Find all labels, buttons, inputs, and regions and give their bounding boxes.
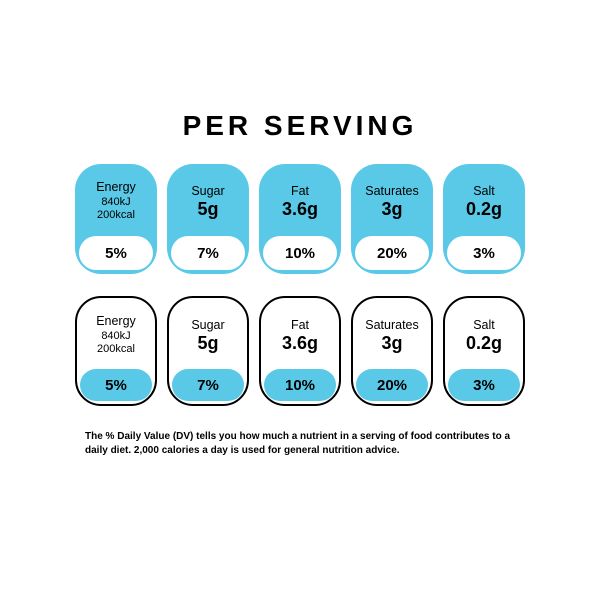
pill-percent: 10%: [263, 236, 337, 270]
pill-top: Saturates 3g: [353, 298, 431, 369]
nutrition-pill-energy: Energy 840kJ200kcal 5%: [75, 296, 157, 406]
nutrition-pill-saturates: Saturates 3g 20%: [351, 164, 433, 274]
title: PER SERVING: [183, 110, 418, 142]
nutrition-pill-fat: Fat 3.6g 10%: [259, 296, 341, 406]
pill-top: Sugar 5g: [167, 164, 249, 236]
pill-label: Energy: [96, 314, 136, 328]
pill-value: 5g: [197, 200, 218, 218]
pill-label: Saturates: [365, 318, 419, 332]
pill-subvalue-1: 840kJ: [101, 196, 130, 209]
pill-label: Salt: [473, 184, 495, 198]
pill-label: Salt: [473, 318, 495, 332]
nutrition-pill-salt: Salt 0.2g 3%: [443, 296, 525, 406]
nutrition-pill-sugar: Sugar 5g 7%: [167, 164, 249, 274]
pill-value: 3g: [381, 334, 402, 352]
pill-subvalue-2: 200kcal: [97, 209, 135, 222]
pill-value: 0.2g: [466, 334, 502, 352]
nutrition-pill-sugar: Sugar 5g 7%: [167, 296, 249, 406]
pill-label: Fat: [291, 184, 309, 198]
pill-label: Fat: [291, 318, 309, 332]
pill-top: Fat 3.6g: [261, 298, 339, 369]
nutrition-pill-energy: Energy 840kJ200kcal 5%: [75, 164, 157, 274]
pill-top: Fat 3.6g: [259, 164, 341, 236]
row-style-a: Energy 840kJ200kcal 5% Sugar 5g 7% Fat 3.6g 10% S…: [75, 164, 525, 274]
row-style-b: Energy 840kJ200kcal 5% Sugar 5g 7% Fat 3.6g 10% S…: [75, 296, 525, 406]
pill-label: Saturates: [365, 184, 419, 198]
nutrition-pill-salt: Salt 0.2g 3%: [443, 164, 525, 274]
pill-top: Salt 0.2g: [443, 164, 525, 236]
footnote: The % Daily Value (DV) tells you how muc…: [85, 430, 515, 457]
pill-percent: 10%: [264, 369, 336, 401]
pill-value: 3.6g: [282, 200, 318, 218]
pill-value: 3.6g: [282, 334, 318, 352]
pill-percent: 7%: [171, 236, 245, 270]
pill-percent: 20%: [356, 369, 428, 401]
pill-percent: 20%: [355, 236, 429, 270]
pill-percent: 5%: [80, 369, 152, 401]
pill-subvalue-1: 840kJ: [101, 330, 130, 343]
pill-percent: 3%: [447, 236, 521, 270]
nutrition-pill-saturates: Saturates 3g 20%: [351, 296, 433, 406]
pill-percent: 3%: [448, 369, 520, 401]
pill-percent: 5%: [79, 236, 153, 270]
pill-label: Sugar: [191, 318, 224, 332]
pill-value: 5g: [197, 334, 218, 352]
nutrition-pill-fat: Fat 3.6g 10%: [259, 164, 341, 274]
pill-subvalue-2: 200kcal: [97, 343, 135, 356]
pill-label: Sugar: [191, 184, 224, 198]
pill-label: Energy: [96, 180, 136, 194]
pill-top: Sugar 5g: [169, 298, 247, 369]
pill-top: Salt 0.2g: [445, 298, 523, 369]
pill-top: Energy 840kJ200kcal: [77, 298, 155, 369]
pill-top: Energy 840kJ200kcal: [75, 164, 157, 236]
pill-value: 3g: [381, 200, 402, 218]
pill-value: 0.2g: [466, 200, 502, 218]
pill-top: Saturates 3g: [351, 164, 433, 236]
pill-percent: 7%: [172, 369, 244, 401]
